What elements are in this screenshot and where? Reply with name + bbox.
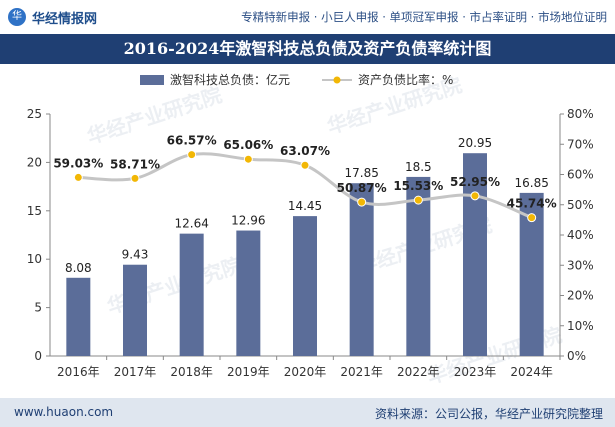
x-tick-label: 2024年 xyxy=(510,365,553,379)
bar xyxy=(293,216,317,356)
footer-site-link[interactable]: www.huaon.com xyxy=(14,405,114,419)
line-series: 59.03% 58.71% 66.57% 65.06% 63.07% 50.87% 15.5… xyxy=(53,134,557,223)
footer-source: 资料来源：公司公报，华经产业研究院整理 xyxy=(374,407,603,421)
bar-value-label: 12.64 xyxy=(174,217,208,231)
right-tick-label: 50% xyxy=(567,198,594,212)
right-tick-label: 60% xyxy=(567,168,594,182)
watermark-layer: 华经产业研究院 华经产业研究院 华经产业研究院 华经产业研究院 华经产业研究院 xyxy=(84,73,565,389)
x-tick-label: 2023年 xyxy=(454,365,497,379)
right-tick-label: 70% xyxy=(567,137,594,151)
bar-value-label: 12.96 xyxy=(231,214,265,228)
bar-value-label: 16.85 xyxy=(514,176,548,190)
ratio-point xyxy=(187,150,197,160)
right-tick-label: 30% xyxy=(567,258,594,272)
left-tick-label: 25 xyxy=(27,107,42,121)
ratio-point xyxy=(470,191,480,201)
ratio-point xyxy=(527,213,537,223)
ratio-value-label: 66.57% xyxy=(167,134,217,148)
bar xyxy=(236,230,261,356)
x-tick-label: 2021年 xyxy=(340,365,383,379)
legend: 激智科技总负债：亿元 资产负债比率：% xyxy=(140,72,453,87)
ratio-point xyxy=(130,173,140,183)
left-tick-label: 0 xyxy=(34,349,42,363)
header-tagline: 专精特新申报 · 小巨人申报 · 单项冠军申报 · 市占率证明 · 市场地位证明 xyxy=(241,10,607,24)
bar xyxy=(66,277,91,356)
ratio-value-label: 45.74% xyxy=(507,197,557,211)
x-tick-label: 2017年 xyxy=(114,365,157,379)
left-tick-label: 15 xyxy=(27,204,42,218)
bar xyxy=(349,183,374,356)
ratio-value-label: 15.53% xyxy=(393,179,443,193)
ratio-value-label: 63.07% xyxy=(280,144,330,158)
chart-title: 2016-2024年激智科技总负债及资产负债率统计图 xyxy=(123,39,492,58)
brand-logo-icon: 华 xyxy=(8,8,26,26)
bar-value-label: 14.45 xyxy=(288,199,322,213)
bar-value-label: 20.95 xyxy=(458,136,492,150)
x-tick-label: 2022年 xyxy=(397,365,440,379)
ratio-point xyxy=(357,197,367,207)
ratio-value-label: 65.06% xyxy=(223,138,273,152)
right-tick-label: 10% xyxy=(567,319,594,333)
left-tick-label: 20 xyxy=(27,155,42,169)
bar xyxy=(123,264,147,356)
brand-name[interactable]: 华经情报网 xyxy=(32,12,98,27)
legend-bar-label: 激智科技总负债：亿元 xyxy=(170,72,290,87)
legend-line-label: 资产负债比率：% xyxy=(358,72,453,87)
x-tick-label: 2019年 xyxy=(227,365,270,379)
ratio-value-label: 50.87% xyxy=(337,181,387,195)
x-tick-label: 2020年 xyxy=(284,365,327,379)
chart-area: 华经产业研究院 华经产业研究院 华经产业研究院 华经产业研究院 华经产业研究院 … xyxy=(27,72,594,389)
top-bar xyxy=(0,0,615,34)
legend-line-marker xyxy=(333,76,341,84)
left-tick-label: 10 xyxy=(27,252,42,266)
left-tick-label: 5 xyxy=(34,301,42,315)
bar-value-label: 18.5 xyxy=(405,160,432,174)
ratio-value-label: 59.03% xyxy=(53,156,103,170)
right-tick-label: 40% xyxy=(567,228,594,242)
ratio-point xyxy=(243,154,253,164)
right-tick-label: 0% xyxy=(567,349,586,363)
right-tick-label: 80% xyxy=(567,107,594,121)
bar xyxy=(406,176,431,356)
x-tick-label: 2016年 xyxy=(57,365,100,379)
right-tick-label: 20% xyxy=(567,289,594,303)
footer-bar xyxy=(0,398,615,427)
ratio-point xyxy=(413,195,423,205)
ratio-point xyxy=(73,172,83,182)
title-bar xyxy=(0,34,615,64)
ratio-point xyxy=(300,160,310,170)
bar-value-label: 17.85 xyxy=(344,166,378,180)
legend-bar-swatch xyxy=(140,75,164,85)
ratio-value-label: 58.71% xyxy=(110,157,160,171)
bar-value-label: 8.08 xyxy=(65,261,92,275)
ratio-value-label: 52.95% xyxy=(450,175,500,189)
x-tick-label: 2018年 xyxy=(170,365,213,379)
bar-value-label: 9.43 xyxy=(122,248,149,262)
bar xyxy=(179,233,204,356)
bar xyxy=(463,153,487,356)
